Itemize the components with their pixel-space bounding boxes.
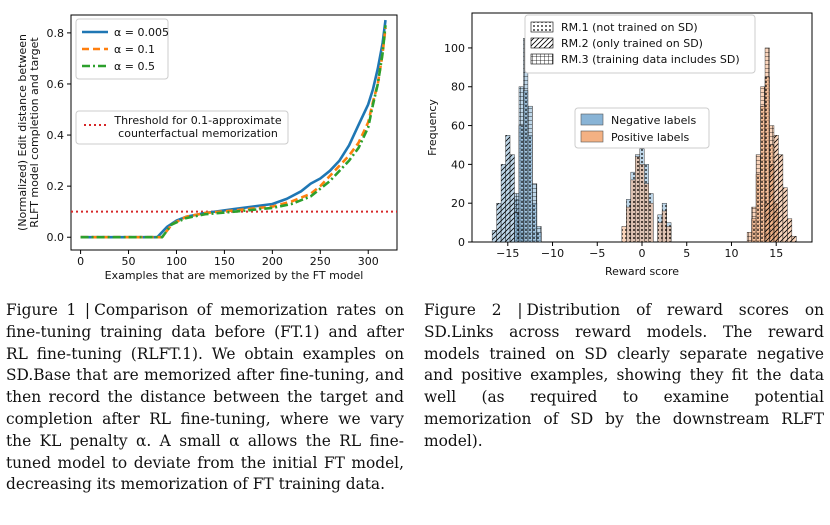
histogram-bar-hatch — [760, 105, 766, 243]
color-legend-swatch — [580, 130, 604, 143]
y-tick-label: 80 — [451, 81, 465, 94]
y-axis-label: (Normalized) Edit distance betweenRLFT m… — [16, 34, 41, 231]
x-tick-label: −5 — [589, 247, 605, 260]
figure-2-caption-label: Figure 2 | — [424, 301, 523, 319]
hatch-legend-label: RM.3 (training data includes SD) — [561, 53, 740, 66]
color-legend-box — [574, 107, 710, 149]
color-legend-label: Positive labels — [611, 131, 690, 144]
x-tick-label: 300 — [358, 255, 379, 268]
series-line — [80, 25, 387, 239]
hatch-legend-label: RM.2 (only trained on SD) — [561, 37, 703, 50]
figure-2-caption-text: Distribution of reward scores on SD.Link… — [424, 301, 824, 450]
hatch-legend-label: RM.1 (not trained on SD) — [561, 21, 698, 34]
histogram-bar-hatch — [532, 202, 538, 243]
histogram-bar-hatch — [661, 210, 667, 243]
y-axis-label-line: RLFT model completion and target — [28, 37, 41, 228]
histogram-bar-hatch — [666, 226, 672, 243]
y-tick-label: 0 — [458, 236, 465, 249]
y-tick-label: 20 — [451, 197, 465, 210]
histogram-bar-hatch — [755, 173, 761, 243]
y-tick-label: 0.4 — [47, 129, 65, 142]
x-tick-label: 50 — [122, 255, 136, 268]
x-tick-label: 0 — [639, 247, 646, 260]
histogram-bar-hatch — [639, 164, 645, 243]
histogram-bar-hatch — [509, 154, 515, 243]
y-tick-label: 40 — [451, 158, 465, 171]
x-tick-label: 200 — [262, 255, 283, 268]
histogram-bar-hatch — [764, 202, 770, 243]
x-axis-label: Reward score — [605, 265, 679, 278]
x-tick-label: 5 — [683, 247, 690, 260]
histogram-bar-hatch — [630, 179, 636, 243]
hatch-legend-swatch — [530, 21, 554, 33]
histogram-bar-hatch — [787, 218, 793, 243]
histogram-bar-hatch — [657, 222, 663, 243]
histogram-bar-hatch — [778, 154, 784, 243]
figure-1-caption-text: Comparison of memorization rates on fine… — [6, 301, 404, 494]
figure-2-caption: Figure 2 | Distribution of reward scores … — [424, 300, 824, 453]
legend-label: α = 0.1 — [114, 43, 155, 56]
y-axis-label-line: (Normalized) Edit distance between — [16, 34, 29, 231]
histogram-bar-hatch — [496, 202, 502, 243]
histogram-bar-hatch — [500, 164, 506, 243]
figure-2-chart: −15 −10 −5 0 5 10 15 0 20 40 60 80 100 Reward score Fr… — [412, 0, 830, 292]
histogram-bar-hatch — [751, 218, 757, 243]
y-tick-label: 0.0 — [47, 231, 65, 244]
histogram-bar-hatch — [621, 226, 627, 243]
hatch-legend-box — [524, 14, 756, 74]
histogram-bar-hatch — [491, 230, 497, 243]
y-tick-label: 0.8 — [47, 27, 65, 40]
histogram-bar-hatch — [518, 125, 524, 243]
histogram-bar-hatch — [648, 202, 654, 243]
x-tick-label: 100 — [166, 255, 187, 268]
x-tick-label: 10 — [724, 247, 738, 260]
threshold-legend-label: Threshold for 0.1-approximate — [113, 114, 282, 127]
histogram-bar-hatch — [773, 135, 779, 243]
histogram-bar-hatch — [626, 206, 632, 243]
legend-label: α = 0.005 — [114, 26, 169, 39]
x-tick-label: −10 — [541, 247, 564, 260]
color-legend-label: Negative labels — [611, 114, 696, 127]
y-tick-label: 60 — [451, 120, 465, 133]
hatch-legend-swatch — [530, 53, 554, 65]
series-line — [80, 19, 387, 239]
x-tick-label: −15 — [496, 247, 519, 260]
figure-1-svg: 0 50 100 150 200 250 300 0.0 0.2 0.4 0.6 0.8 Example… — [16, 14, 398, 282]
x-axis-label: Examples that are memorized by the FT mo… — [105, 269, 364, 282]
y-axis-label: Frequency — [426, 99, 439, 156]
histogram-bar-hatch — [527, 135, 533, 243]
y-tick-label: 0.6 — [47, 78, 65, 91]
histogram-bar-hatch — [505, 135, 511, 243]
figure-1-caption-label: Figure 1 | — [6, 301, 91, 319]
legend-label: α = 0.5 — [114, 60, 155, 73]
x-tick-label: 15 — [769, 247, 783, 260]
figure-1-chart: 0 50 100 150 200 250 300 0.0 0.2 0.4 0.6 0.8 Example… — [0, 0, 410, 292]
x-tick-label: 250 — [310, 255, 331, 268]
y-tick-label: 100 — [444, 42, 465, 55]
histogram-bar-hatch — [635, 156, 640, 243]
color-legend-swatch — [580, 113, 604, 126]
histogram-bar-hatch — [536, 232, 542, 243]
histogram-bar-hatch — [523, 90, 529, 243]
threshold-legend-label: counterfactual memorization — [118, 127, 278, 140]
threshold-legend-box — [75, 110, 289, 145]
histogram-bar-hatch — [791, 235, 797, 243]
histogram-bar-hatch — [644, 183, 649, 243]
histogram-bar-hatch — [769, 164, 775, 243]
figure-2-svg: −15 −10 −5 0 5 10 15 0 20 40 60 80 100 Reward score Fr… — [426, 12, 813, 278]
figure-1-caption: Figure 1 | Comparison of memorization rat… — [6, 300, 404, 496]
legend-box — [75, 18, 169, 80]
plot-frame — [70, 14, 398, 251]
x-tick-label: 0 — [77, 255, 84, 268]
y-tick-label: 0.2 — [47, 180, 65, 193]
x-tick-label: 150 — [214, 255, 235, 268]
histogram-bar-hatch — [746, 232, 752, 243]
histogram-bar-hatch — [514, 212, 520, 243]
histogram-bar-hatch — [782, 187, 788, 243]
hatch-legend-swatch — [530, 37, 554, 49]
